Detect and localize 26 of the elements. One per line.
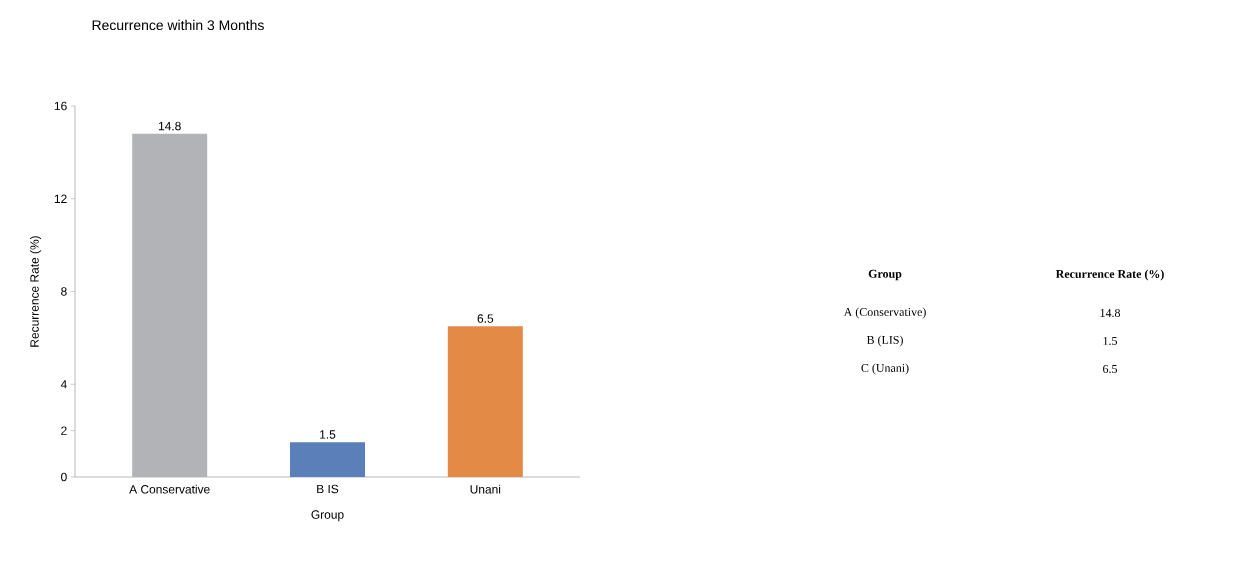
bar — [132, 133, 208, 477]
x-tick-label: Unani — [470, 484, 501, 494]
category-label: A (Conservative) — [843, 307, 926, 319]
category-label: C (Unani) — [861, 363, 909, 375]
y-tick-label: 0 — [61, 472, 67, 482]
bar — [447, 326, 523, 477]
data-label: 1.5 — [320, 430, 336, 439]
y-tick-label: 12 — [54, 194, 67, 203]
data-label: 6.5 — [1103, 364, 1118, 374]
x-axis-title: Group — [311, 510, 344, 522]
x-tick-label: A Conservative — [129, 484, 210, 494]
x-tick-label: B IS — [317, 484, 339, 494]
y-axis-title: Recurrence Rate (%) — [29, 236, 42, 347]
chart-title: Recurrence within 3 Months — [92, 19, 264, 31]
data-label: 6.5 — [477, 314, 494, 323]
y-tick-label: 8 — [61, 287, 67, 296]
bar — [290, 442, 365, 477]
y-tick-label: 16 — [54, 101, 67, 111]
y-tick-label: 4 — [60, 380, 67, 389]
text: Group — [868, 269, 902, 281]
category-label: B (LIS) — [866, 335, 903, 347]
data-label: 14.8 — [158, 121, 181, 131]
data-label: 1.5 — [1103, 336, 1118, 346]
data-label: 14.8 — [1100, 308, 1121, 318]
text: Recurrence Rate (%) — [1055, 269, 1164, 281]
y-tick-label: 2 — [61, 426, 67, 435]
